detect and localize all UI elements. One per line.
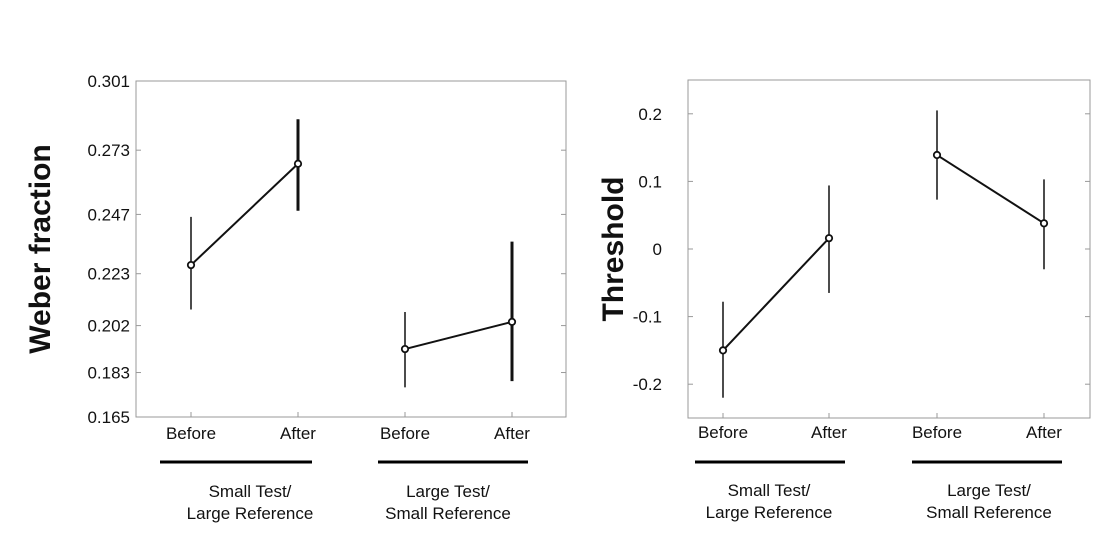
group-label: Large Test/ bbox=[406, 482, 490, 501]
x-category-label: Before bbox=[912, 423, 962, 442]
group-label: Large Reference bbox=[187, 504, 314, 523]
data-point bbox=[507, 317, 517, 326]
group-label: Small Reference bbox=[926, 503, 1052, 522]
data-point bbox=[186, 260, 196, 270]
y-axis-label: Weber fraction bbox=[24, 144, 57, 354]
x-category-label: After bbox=[280, 424, 316, 443]
data-point bbox=[718, 346, 728, 355]
x-category-label: After bbox=[494, 424, 530, 443]
y-tick-label: 0.183 bbox=[87, 364, 130, 383]
group-label: Large Test/ bbox=[947, 481, 1031, 500]
data-point bbox=[293, 159, 303, 168]
group-label: Small Reference bbox=[385, 504, 511, 523]
x-category-label: After bbox=[811, 423, 847, 442]
data-point bbox=[824, 234, 834, 243]
series-line bbox=[404, 320, 513, 351]
group-label: Large Reference bbox=[706, 503, 833, 522]
data-point bbox=[1039, 219, 1049, 228]
y-tick-label: 0.202 bbox=[87, 317, 130, 336]
y-tick-label: 0.1 bbox=[638, 172, 662, 191]
group-label: Small Test/ bbox=[209, 482, 292, 501]
series-line bbox=[722, 237, 830, 352]
y-tick-label: 0.165 bbox=[87, 408, 130, 427]
y-tick-label: 0.273 bbox=[87, 141, 130, 160]
series-line bbox=[936, 154, 1045, 225]
x-category-label: Before bbox=[698, 423, 748, 442]
x-category-label: Before bbox=[166, 424, 216, 443]
threshold-panel: 0.2 0.1 0 -0.1 -0.2 Threshold Before After Befor… bbox=[597, 79, 1091, 522]
y-axis-label: Threshold bbox=[597, 176, 630, 321]
y-tick-label: 0.301 bbox=[87, 72, 130, 91]
data-point bbox=[932, 150, 942, 160]
plot-frame bbox=[135, 80, 567, 418]
group-label: Small Test/ bbox=[728, 481, 811, 500]
x-category-label: After bbox=[1026, 423, 1062, 442]
data-point bbox=[400, 344, 410, 354]
y-tick-label: 0 bbox=[653, 240, 662, 259]
y-tick-label: 0.247 bbox=[87, 205, 130, 224]
x-category-label: Before bbox=[380, 424, 430, 443]
weber-fraction-panel: 0.301 0.273 0.247 0.223 0.202 0.183 0.165 Weber… bbox=[24, 72, 567, 523]
y-tick-label: -0.1 bbox=[633, 308, 662, 327]
y-tick-label: -0.2 bbox=[633, 375, 662, 394]
plot-frame bbox=[687, 79, 1091, 419]
series-line bbox=[190, 163, 299, 266]
y-tick-label: 0.2 bbox=[638, 105, 662, 124]
y-tick-label: 0.223 bbox=[87, 265, 130, 284]
